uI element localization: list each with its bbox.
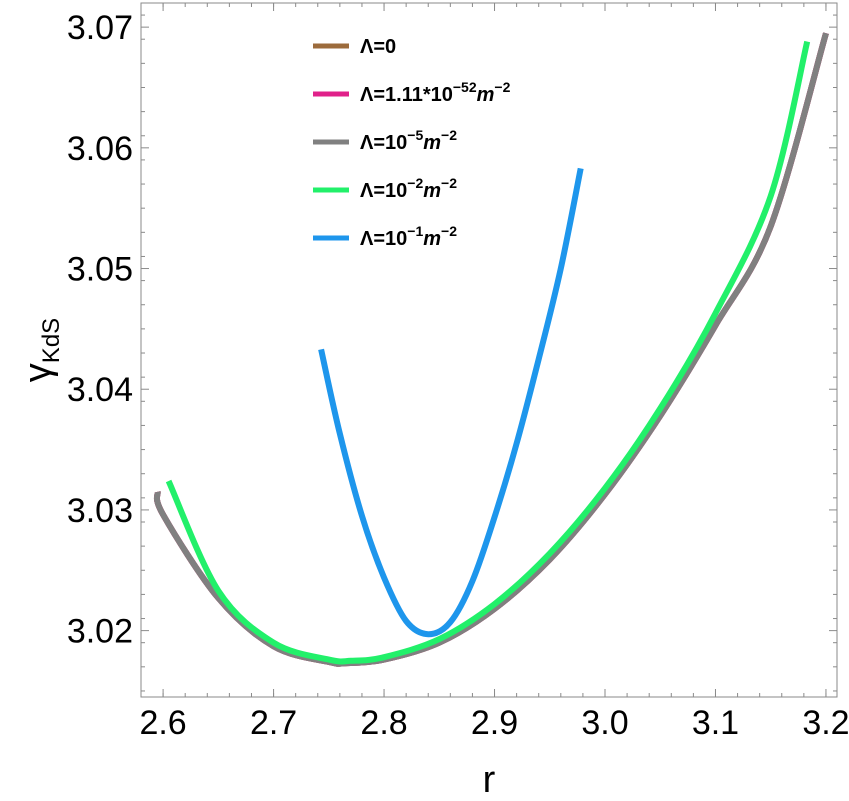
y-axis-title-main: γ <box>17 363 59 382</box>
y-tick-label: 3.02 <box>67 613 133 651</box>
series-line-3 <box>153 32 829 667</box>
ticks: 2.6 2.7 2.8 2.9 3.0 3.1 3.2 3.02 3.03 3.04 3.05 3.0… <box>67 3 849 742</box>
series-line-4 <box>165 40 811 665</box>
y-tick-label: 3.03 <box>67 492 133 530</box>
legend-label: Λ=10−1m−2 <box>360 223 457 250</box>
y-tick-label: 3.07 <box>67 9 133 47</box>
x-tick-label: 2.6 <box>139 704 186 742</box>
plot-frame <box>140 2 838 698</box>
legend-label: Λ=0 <box>360 36 396 58</box>
x-tick-label: 3.1 <box>692 704 739 742</box>
y-axis-title: γKdS <box>17 318 65 382</box>
y-tick-label: 3.05 <box>67 251 133 289</box>
x-tick-label: 2.8 <box>360 704 407 742</box>
x-tick-label: 2.7 <box>250 704 297 742</box>
y-axis-title-sub: KdS <box>38 318 65 363</box>
y-tick-label: 3.06 <box>67 130 133 168</box>
y-tick-label: 3.04 <box>67 371 133 409</box>
legend-label: Λ=10−2m−2 <box>360 175 457 202</box>
x-tick-label: 3.0 <box>581 704 628 742</box>
legend: Λ=0 Λ=1.11*10−52m−2 Λ=10−5m−2 Λ=10−2m−2 Λ=10… <box>313 36 511 250</box>
legend-label: Λ=1.11*10−52m−2 <box>360 79 511 106</box>
series-line-2 <box>153 32 829 667</box>
series-layer <box>153 32 829 667</box>
series-line-5 <box>318 167 584 638</box>
legend-label: Λ=10−5m−2 <box>360 127 457 154</box>
x-tick-label: 2.9 <box>471 704 518 742</box>
x-tick-label: 3.2 <box>802 704 849 742</box>
series-line-1 <box>153 32 829 667</box>
x-axis-title: r <box>483 759 496 801</box>
